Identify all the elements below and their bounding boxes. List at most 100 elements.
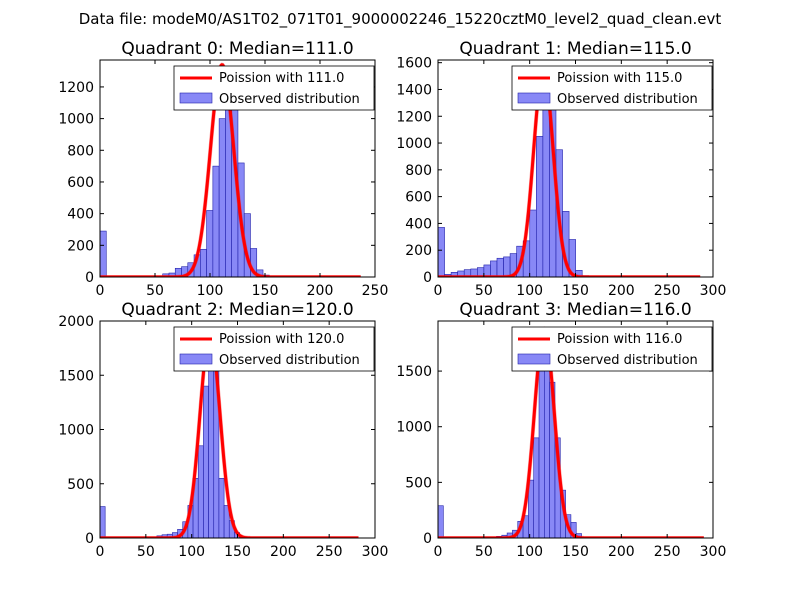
subplot-quadrant-3: 0 50 100 150 200 250 300 0 500 1000 1500 Quadrant 3… [396, 300, 726, 560]
histogram-bar [542, 89, 550, 277]
x-tick-label: 0 [434, 544, 443, 560]
histogram-bar [206, 210, 214, 277]
x-tick-label: 0 [434, 283, 443, 299]
histogram-bar [100, 506, 106, 538]
x-tick-label: 200 [608, 544, 635, 560]
legend-label-fit: Poission with 115.0 [557, 71, 682, 86]
plot-frame [99, 59, 376, 278]
histogram-bar [538, 370, 545, 538]
x-tick-label: 250 [362, 283, 389, 299]
x-tick-label: 100 [197, 283, 224, 299]
histogram-bar [533, 437, 540, 538]
histogram-bar [490, 260, 498, 277]
y-tick-label: 1200 [58, 80, 94, 96]
y-tick-label: 2000 [58, 314, 94, 330]
x-tick-label: 300 [700, 283, 727, 299]
x-tick-label: 300 [362, 544, 389, 560]
x-tick-label: 300 [700, 544, 727, 560]
histogram-bar [203, 385, 209, 538]
legend: Poission with 115.0 Observed distribution [511, 65, 713, 111]
histogram-bar [503, 256, 511, 277]
histogram-bar [536, 136, 544, 277]
x-tick-label: 150 [252, 283, 279, 299]
y-tick-label: 500 [405, 475, 432, 491]
histogram-bar [529, 209, 537, 277]
y-tick-label: 1500 [58, 368, 94, 384]
x-tick-label: 50 [137, 544, 155, 560]
histogram-bar [496, 257, 504, 277]
x-tick-label: 250 [654, 283, 681, 299]
y-tick-label: 0 [423, 270, 432, 286]
x-tick-label: 50 [146, 283, 164, 299]
plot-content [438, 326, 704, 538]
x-tick-label: 100 [178, 544, 205, 560]
subplot-title: Quadrant 0: Median=111.0 [121, 39, 353, 59]
y-tick-label: 200 [405, 243, 432, 259]
x-tick-label: 100 [516, 283, 543, 299]
y-tick-label: 200 [67, 238, 94, 254]
x-tick-label: 0 [96, 544, 105, 560]
legend-bar-swatch [179, 92, 213, 104]
legend-label-observed: Observed distribution [219, 353, 360, 368]
plot-content [438, 67, 701, 277]
y-tick-label: 1000 [396, 136, 432, 152]
y-tick-label: 800 [67, 143, 94, 159]
x-tick-label: 200 [270, 544, 297, 560]
y-tick-label: 1200 [396, 109, 432, 125]
histogram-bar [100, 230, 107, 277]
y-tick-label: 0 [85, 270, 94, 286]
legend: Poission with 120.0 Observed distribution [173, 326, 375, 372]
y-tick-label: 1400 [396, 82, 432, 98]
histogram-bar [438, 505, 444, 538]
histogram-bar [218, 118, 226, 277]
poisson-fit-line [100, 63, 361, 277]
histogram-bar [208, 353, 215, 538]
x-tick-label: 150 [562, 283, 589, 299]
y-tick-label: 600 [405, 190, 432, 206]
y-tick-label: 0 [85, 531, 94, 547]
histogram-bar [197, 445, 204, 538]
y-tick-label: 500 [67, 477, 94, 493]
subplot-quadrant-0: 0 50 100 150 200 250 0 200 400 600 800 1000 1200 Quad… [58, 39, 388, 299]
y-tick-label: 1000 [396, 420, 432, 436]
x-tick-label: 200 [608, 283, 635, 299]
y-tick-label: 1500 [396, 364, 432, 380]
legend: Poission with 116.0 Observed distribution [511, 326, 713, 372]
x-tick-label: 100 [516, 544, 543, 560]
x-tick-label: 0 [96, 283, 105, 299]
legend-label-observed: Observed distribution [219, 92, 360, 107]
histogram-bar [200, 248, 207, 277]
subplots: 0 50 100 150 200 250020040060080010001200Quad… [58, 39, 726, 560]
poisson-fit-line [438, 326, 704, 538]
y-tick-label: 1000 [58, 423, 94, 439]
y-tick-label: 0 [423, 531, 432, 547]
y-tick-label: 400 [67, 207, 94, 223]
x-tick-label: 50 [475, 544, 493, 560]
y-tick-label: 600 [67, 175, 94, 191]
legend-label-fit: Poission with 116.0 [557, 332, 682, 347]
legend-label-fit: Poission with 111.0 [219, 71, 344, 86]
histogram-bar [544, 342, 550, 538]
subplot-quadrant-2: 0 50 100 150 200 250 300 0 500 1000 1500 2000 Quadra… [58, 300, 388, 560]
subplot-title: Quadrant 2: Median=120.0 [121, 300, 353, 320]
y-tick-label: 1600 [396, 56, 432, 72]
x-tick-label: 250 [316, 544, 343, 560]
figure-title: Data file: modeM0/AS1T02_071T01_90000022… [79, 10, 722, 29]
legend-bar-swatch [517, 92, 551, 104]
histogram-bar [438, 227, 445, 277]
x-tick-label: 200 [307, 283, 334, 299]
y-tick-label: 400 [405, 216, 432, 232]
x-tick-label: 250 [654, 544, 681, 560]
poisson-fit-line [100, 332, 359, 538]
subplot-title: Quadrant 3: Median=116.0 [459, 300, 691, 320]
x-tick-label: 150 [562, 544, 589, 560]
plot-content [100, 62, 361, 277]
y-tick-label: 800 [405, 163, 432, 179]
legend-label-fit: Poission with 120.0 [219, 332, 344, 347]
legend-bar-swatch [179, 353, 213, 365]
legend-bar-swatch [517, 353, 551, 365]
subplot-quadrant-1: 0 50 100 150 200 250 300 0 200 400 600 800 1000 1200 1… [396, 39, 726, 299]
legend-label-observed: Observed distribution [557, 353, 698, 368]
